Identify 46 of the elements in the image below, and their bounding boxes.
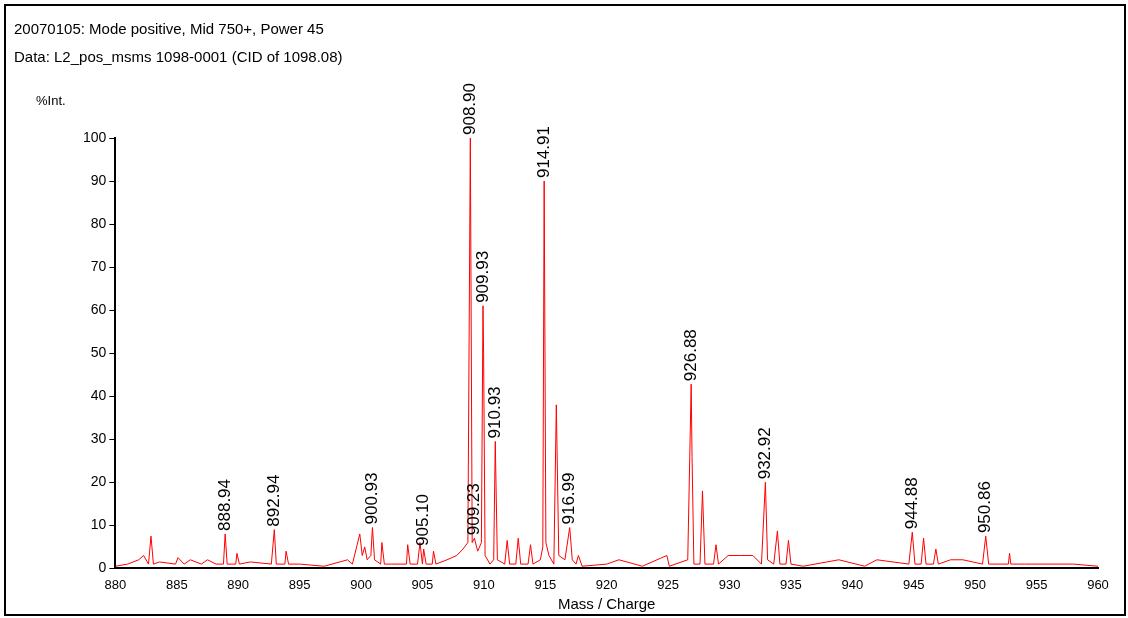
chart-title: 20070105: Mode positive, Mid 750+, Power 45: [14, 20, 324, 37]
annotation: 909.23: [464, 483, 484, 536]
x-tick-label: 920: [595, 576, 618, 592]
x-tick-label: 915: [534, 576, 557, 592]
x-tick-label: 895: [288, 576, 311, 592]
y-tick-label: 100: [83, 128, 107, 145]
x-tick-label: 900: [350, 576, 372, 592]
annotation: 916.99: [559, 472, 579, 525]
y-tick-label: 30: [90, 430, 107, 447]
x-tick-label: 890: [227, 576, 250, 592]
x-axis-title: Mass / Charge: [557, 595, 656, 613]
y-tick-label: 0: [98, 559, 107, 576]
annotation: 908.90: [460, 83, 480, 135]
x-tick-label: 925: [657, 576, 679, 592]
annotation: 950.86: [975, 481, 995, 534]
annotation: 888.94: [214, 478, 234, 531]
y-tick-label: 80: [90, 214, 107, 231]
annotation: 914.91: [533, 126, 553, 179]
x-tick-label: 955: [1025, 576, 1048, 592]
y-tick-label: 70: [90, 257, 107, 274]
x-tick-label: 930: [718, 576, 741, 592]
annotation: 926.88: [680, 329, 700, 382]
annotation: 892.94: [263, 474, 283, 527]
annotation: 905.10: [413, 494, 433, 547]
y-tick-label: 50: [90, 344, 107, 361]
x-tick-label: 940: [841, 576, 864, 592]
x-tick-label: 880: [104, 576, 127, 592]
x-tick-label: 935: [780, 576, 802, 592]
x-tick-label: 960: [1087, 576, 1109, 592]
y-tick-label: 40: [90, 387, 107, 404]
y-tick-label: 90: [90, 171, 107, 188]
y-axis-title: %Int.: [36, 93, 66, 108]
x-tick-label: 945: [902, 576, 925, 592]
chart-subtitle: Data: L2_pos_msms 1098-0001 (CID of 1098.08): [14, 48, 343, 65]
x-tick-label: 950: [964, 576, 987, 592]
annotation: 944.88: [901, 477, 921, 530]
annotation: 909.93: [472, 250, 492, 303]
x-tick-label: 905: [411, 576, 434, 592]
x-tick-label: 910: [473, 576, 495, 592]
y-tick-label: 20: [90, 473, 107, 490]
annotation: 932.92: [755, 427, 775, 480]
y-tick-label: 60: [90, 301, 107, 318]
x-tick-label: 885: [165, 576, 188, 592]
annotation: 910.93: [484, 386, 504, 439]
y-tick-label: 10: [90, 516, 107, 533]
annotation: 900.93: [362, 472, 382, 525]
